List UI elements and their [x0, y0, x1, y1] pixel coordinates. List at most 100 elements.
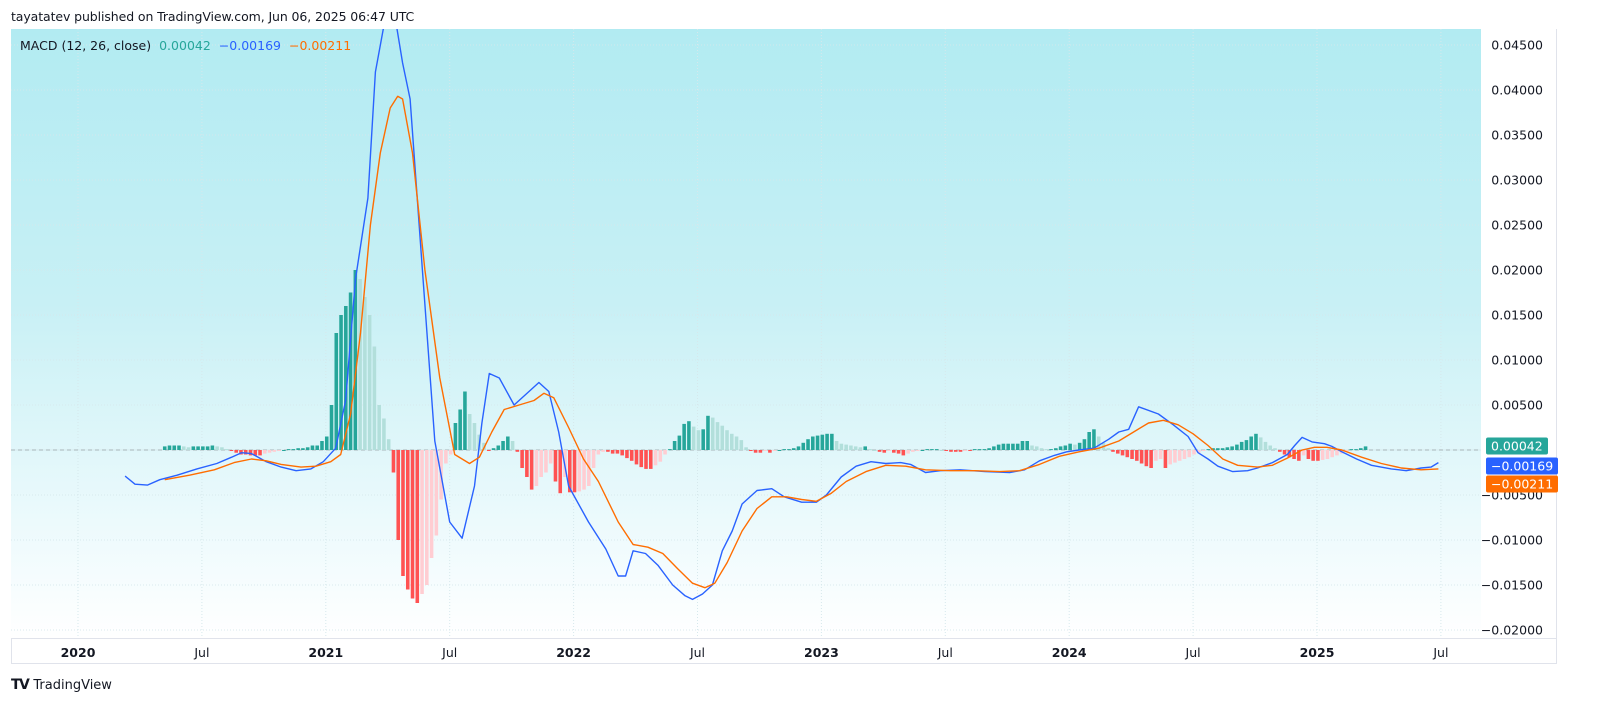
histogram-bar [834, 441, 839, 450]
histogram-bar [944, 450, 949, 451]
histogram-bar [529, 450, 534, 490]
histogram-bar [510, 441, 515, 450]
histogram-bar [877, 450, 882, 452]
histogram-bar [782, 449, 786, 451]
histogram-bar [372, 346, 377, 450]
histogram-bar [339, 315, 343, 450]
histogram-bar [930, 449, 934, 451]
y-tick-label: −0.02000 [1480, 622, 1543, 638]
histogram-bar [186, 447, 191, 450]
histogram-bar [1273, 448, 1277, 450]
histogram-bar [973, 449, 977, 451]
histogram-bar [806, 439, 810, 450]
histogram-bar [172, 445, 177, 450]
histogram-bar [220, 447, 224, 450]
histogram-bar [768, 450, 772, 453]
histogram-bar [791, 448, 796, 450]
histogram-bar [744, 447, 748, 450]
histogram-bar [1187, 450, 1192, 458]
histogram-bar [796, 446, 801, 450]
histogram-bar [210, 445, 215, 450]
histogram-bar [734, 436, 739, 450]
chart-plot-area[interactable] [11, 29, 1481, 638]
histogram-bar [915, 450, 920, 451]
histogram-bar [382, 418, 386, 450]
histogram-bar [896, 450, 901, 454]
histogram-bar [1006, 443, 1010, 450]
histogram-bar [1239, 441, 1244, 450]
histogram-bar [301, 448, 305, 450]
histogram-bar [410, 450, 415, 599]
histogram-bar [1115, 450, 1120, 454]
histogram-bar [334, 333, 339, 450]
histogram-bar [1301, 450, 1306, 456]
y-tick-label: 0.00500 [1491, 397, 1543, 413]
histogram-bar [444, 450, 448, 464]
histogram-bar [448, 450, 453, 455]
histogram-bar [1335, 450, 1339, 456]
histogram-bar [1058, 446, 1063, 450]
tradingview-footer: TV TradingView [11, 677, 112, 693]
histogram-bar [1249, 436, 1253, 450]
histogram-bar [229, 450, 234, 451]
histogram-bar [801, 442, 806, 450]
histogram-bar [715, 422, 720, 450]
signal-value: −0.00211 [288, 38, 352, 53]
histogram-bar [1125, 450, 1130, 458]
publish-info: tayatatev published on TradingView.com, … [11, 9, 415, 24]
histogram-bar [1096, 436, 1101, 450]
histogram-bar [196, 446, 200, 450]
x-tick-label: Jul [194, 645, 210, 660]
histogram-bar [191, 446, 196, 450]
histogram-bar [1163, 450, 1168, 468]
x-tick-label: 2023 [803, 645, 839, 660]
histogram-bar [777, 450, 782, 451]
histogram-bar [1044, 449, 1049, 451]
histogram-bar [296, 448, 300, 450]
x-tick-label: Jul [442, 645, 458, 660]
histogram-bar [1359, 448, 1363, 450]
histogram-bar [1220, 448, 1225, 450]
histogram-bar [858, 447, 863, 450]
histogram-bar [1025, 441, 1030, 450]
histogram-bar [591, 450, 596, 468]
histogram-bar [1054, 448, 1058, 450]
histogram-bar [706, 415, 710, 450]
histogram-bar [258, 450, 262, 456]
histogram-bar [849, 445, 853, 450]
histogram-bar [601, 450, 605, 452]
histogram-bar [739, 440, 744, 450]
x-tick-label: 2022 [556, 645, 591, 660]
histogram-bar [730, 433, 734, 450]
histogram-bar [224, 449, 229, 451]
histogram-bar [634, 450, 639, 465]
histogram-bar [953, 450, 958, 452]
histogram-bar [1306, 450, 1311, 459]
histogram-bar [525, 450, 529, 477]
histogram-bar [305, 447, 310, 450]
histogram-bar [201, 446, 205, 450]
histogram-bar [391, 450, 396, 473]
y-tick-label: 0.02500 [1491, 217, 1543, 233]
histogram-bar [820, 434, 825, 450]
histogram-bar [982, 449, 987, 451]
histogram-bar [420, 450, 424, 594]
price-axis[interactable]: 0.04500 0.04000 0.03500 0.03000 0.02500 0.020… [1481, 29, 1557, 638]
histogram-bar [1144, 450, 1149, 467]
histogram-bar [610, 450, 615, 454]
time-axis[interactable]: 2020 Jul 2021 Jul 2022 Jul 2023 Jul 2024 Jul 2025 J… [11, 638, 1557, 665]
histogram-bar [282, 450, 286, 451]
histogram-bar [548, 450, 553, 464]
y-tick-label: 0.01000 [1491, 352, 1543, 368]
indicator-legend[interactable]: MACD (12, 26, close) 0.00042 −0.00169 −0… [20, 38, 351, 53]
histogram-bar [415, 450, 420, 603]
macd-line [124, 29, 1439, 601]
histogram-bar [672, 441, 677, 450]
histogram-bar [691, 426, 696, 450]
histogram-bar [320, 441, 324, 450]
histogram-bar [911, 450, 915, 452]
x-tick-label: 2021 [308, 645, 344, 660]
histogram-bar [987, 448, 991, 450]
histogram-bar [772, 450, 777, 451]
histogram-bar [920, 450, 925, 451]
